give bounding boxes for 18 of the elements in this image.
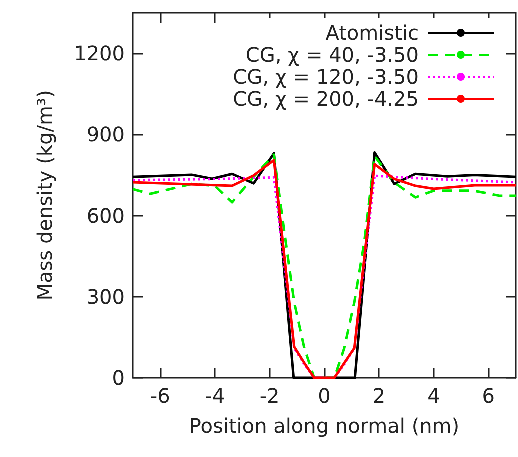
legend-label: CG, χ = 120, -3.50 [233, 65, 419, 89]
x-tick-label: -4 [205, 384, 226, 408]
legend-label: CG, χ = 200, -4.25 [233, 87, 419, 111]
x-tick-label: 4 [428, 384, 440, 408]
x-tick-label: -2 [260, 384, 280, 408]
y-axis-title: Mass density (kg/m³) [33, 90, 57, 301]
y-tick-label: 0 [112, 366, 125, 390]
x-tick-label: 2 [372, 384, 386, 408]
x-axis-title: Position along normal (nm) [189, 414, 460, 438]
y-tick-label: 900 [86, 122, 125, 147]
y-tick-label: 1200 [74, 42, 125, 66]
y-tick-label: 600 [86, 204, 125, 228]
x-tick-label: 0 [318, 384, 331, 408]
x-tick-label: 6 [482, 384, 496, 408]
y-tick-label: 300 [86, 284, 125, 309]
x-tick-label: -6 [150, 384, 170, 408]
legend-label: CG, χ = 40, -3.50 [246, 43, 419, 67]
legend-label: Atomistic [326, 21, 419, 45]
